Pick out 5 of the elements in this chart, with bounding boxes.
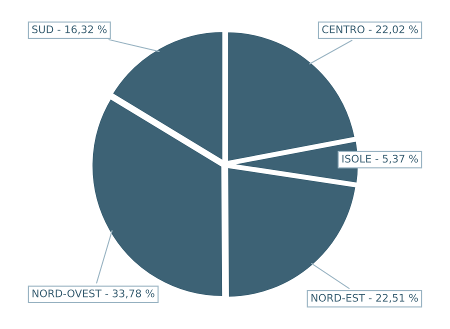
slice-label: NORD-OVEST - 33,78 %	[32, 289, 154, 298]
slice-label: ISOLE - 5,37 %	[342, 154, 418, 164]
slice-label: CENTRO - 22,02 %	[322, 25, 418, 34]
slice-label: NORD-EST - 22,51 %	[312, 294, 418, 303]
slice-label: SUD - 16,32 %	[32, 25, 107, 34]
